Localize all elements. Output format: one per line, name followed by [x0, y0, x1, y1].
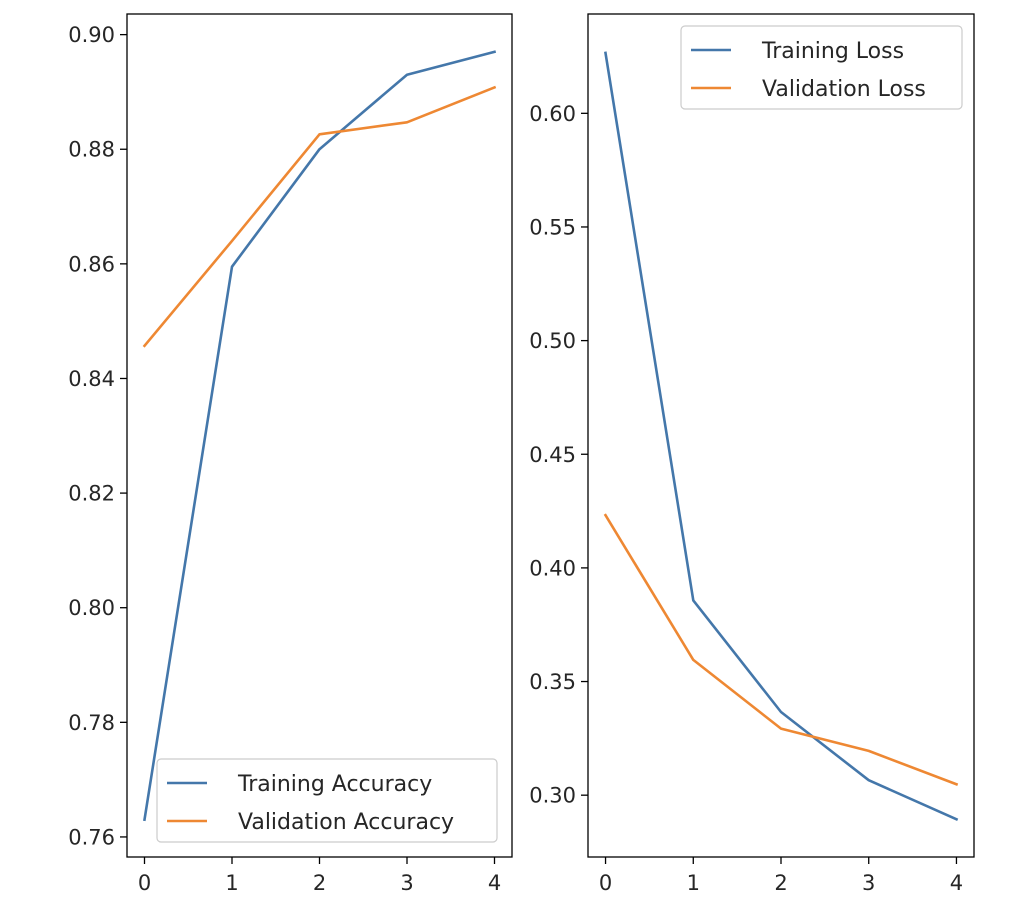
loss-x-tick-label: 2: [774, 871, 787, 895]
loss-x-tick-label: 3: [862, 871, 875, 895]
accuracy-y-tick-label: 0.84: [68, 367, 115, 391]
accuracy-series-line-0: [143, 50, 497, 822]
accuracy-legend: Training Accuracy Validation Accuracy: [156, 758, 498, 843]
accuracy-y-tick-label: 0.88: [68, 138, 115, 162]
loss-series-line-0: [604, 51, 959, 822]
loss-x-tick-label: 0: [599, 871, 612, 895]
accuracy-series-line-1: [142, 85, 497, 348]
loss-y-tick-label: 0.40: [529, 556, 576, 580]
loss-y-tick-label: 0.30: [529, 784, 576, 808]
loss-legend-label-1: Validation Loss: [762, 77, 926, 102]
accuracy-legend-label-1: Validation Accuracy: [238, 810, 454, 835]
accuracy-legend-label-0: Training Accuracy: [237, 772, 432, 797]
accuracy-y-tick-label: 0.78: [68, 711, 115, 735]
loss-y-tick-label: 0.45: [529, 443, 576, 467]
accuracy-x-tick-label: 1: [225, 871, 238, 895]
loss-y-tick-label: 0.60: [529, 102, 576, 126]
accuracy-legend-box: [156, 758, 498, 843]
accuracy-y-tick-label: 0.86: [68, 252, 115, 276]
accuracy-x-tick-label: 0: [138, 871, 151, 895]
loss-legend: Training Loss Validation Loss: [680, 25, 963, 110]
accuracy-y-tick-label: 0.90: [68, 23, 115, 47]
accuracy-y-tick-label: 0.82: [68, 482, 115, 506]
loss-legend-label-0: Training Loss: [761, 39, 904, 64]
accuracy-x-tick-label: 3: [400, 871, 413, 895]
loss-y-tick-label: 0.35: [529, 670, 576, 694]
loss-y-tick-label: 0.50: [529, 329, 576, 353]
loss-x-tick-label: 1: [687, 871, 700, 895]
accuracy-y-tick-label: 0.80: [68, 596, 115, 620]
loss-y-tick-label: 0.55: [529, 215, 576, 239]
accuracy-y-tick-label: 0.76: [68, 825, 115, 849]
accuracy-panel: 0 1 2 3 4 0.76 0.78 0.80 0.82 0.84 0.86 0.88 0.90 Tra…: [68, 13, 513, 895]
accuracy-x-tick-label: 4: [488, 871, 501, 895]
accuracy-x-tick-label: 2: [313, 871, 326, 895]
loss-legend-box: [680, 25, 963, 110]
loss-x-tick-label: 4: [950, 871, 963, 895]
loss-panel: 0 1 2 3 4 0.30 0.35 0.40 0.45 0.50 0.55 0.60 Trainin…: [529, 13, 975, 895]
loss-series-line-1: [603, 513, 959, 786]
